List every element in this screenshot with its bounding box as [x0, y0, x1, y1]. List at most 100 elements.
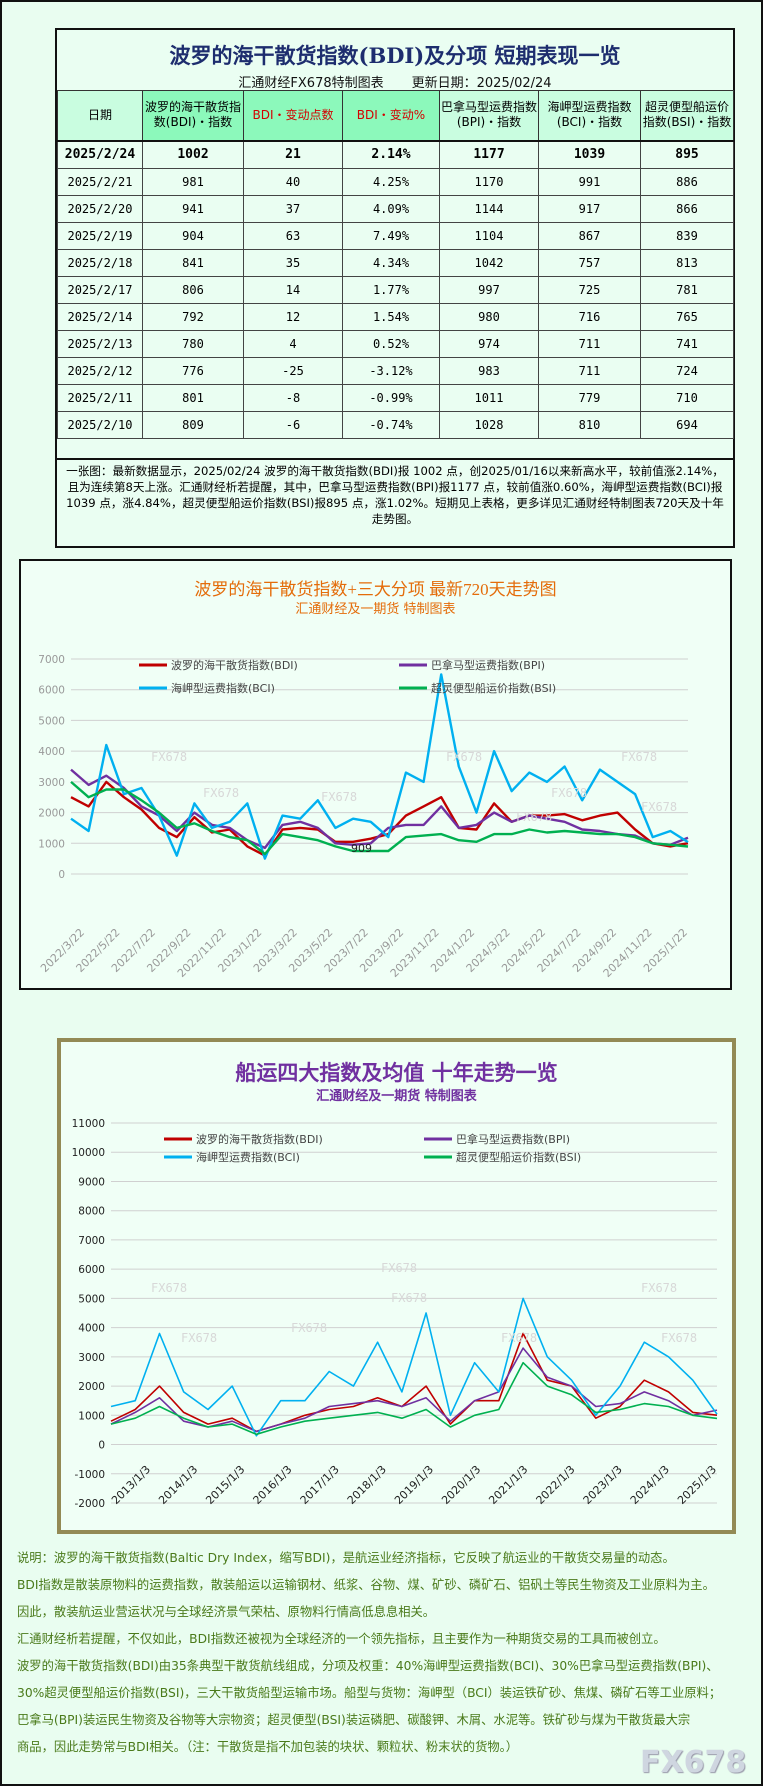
chart-title: 船运四大指数及均值 十年走势一览: [235, 1060, 557, 1085]
x-tick-label: 2018/1/3: [345, 1463, 389, 1507]
source-label: 汇通财经FX678特制图表: [238, 76, 384, 91]
table-cell: 711: [538, 330, 641, 358]
y-tick-label: 1000: [78, 1410, 105, 1422]
watermark: FX678: [181, 1331, 217, 1345]
table-cell: 895: [640, 140, 734, 169]
x-tick-label: 2019/1/3: [392, 1463, 436, 1507]
summary-note: 一张图：最新数据显示，2025/02/24 波罗的海干散货指数(BDI)报 10…: [57, 458, 733, 546]
y-tick-label: 1000: [38, 838, 65, 850]
y-tick-label: 7000: [78, 1235, 105, 1247]
table-row: 2025/2/21 981 40 4.25% 1170 991 886: [57, 168, 734, 196]
table-cell: 694: [640, 411, 734, 439]
chart-ten-year: 船运四大指数及均值 十年走势一览 汇通财经及一期货 特制图表 -2000 -1000 0…: [57, 1038, 736, 1534]
watermark: FX678: [391, 1291, 427, 1305]
index-table: 日期 波罗的海干散货指数(BDI)・指数 BDI・变动点数 BDI・变动% 巴拿…: [57, 90, 734, 439]
table-cell: 2025/2/10: [57, 411, 143, 439]
table-cell: 904: [142, 222, 244, 250]
fx678-logo: FX678: [640, 1745, 747, 1780]
table-cell: 839: [640, 222, 734, 250]
table-cell: 867: [538, 222, 641, 250]
header-bdi: 波罗的海干散货指数(BDI)・指数: [142, 90, 244, 142]
table-cell: 14: [243, 276, 343, 304]
legend-label: 波罗的海干散货指数(BDI): [196, 1132, 323, 1146]
legend-label: 波罗的海干散货指数(BDI): [171, 658, 298, 672]
y-tick-label: 2000: [38, 808, 65, 820]
watermark: FX678: [151, 750, 187, 764]
table-cell: 4.34%: [342, 249, 440, 277]
table-cell: 810: [538, 411, 641, 439]
table-header-row: 日期 波罗的海干散货指数(BDI)・指数 BDI・变动点数 BDI・变动% 巴拿…: [57, 90, 734, 142]
series-line-bsi: [70, 780, 689, 856]
table-row: 2025/2/24 1002 21 2.14% 1177 1039 895: [57, 140, 734, 169]
series-line-bpi: [110, 1347, 718, 1433]
y-tick-label: 0: [58, 869, 65, 881]
table-cell: -0.74%: [342, 411, 440, 439]
y-tick-label: 9000: [78, 1176, 105, 1188]
y-tick-label: 5000: [78, 1293, 105, 1305]
description-line: 30%超灵便型船运价指数(BSI)，三大干散货船型运输市场。船型与货物：海岬型（…: [17, 1686, 722, 1700]
table-cell: 1104: [439, 222, 539, 250]
header-date: 日期: [57, 90, 143, 142]
table-cell: -25: [243, 357, 343, 385]
table-cell: 2025/2/20: [57, 195, 143, 223]
table-cell: 2025/2/12: [57, 357, 143, 385]
table-row: 2025/2/13 780 4 0.52% 974 711 741: [57, 330, 734, 358]
y-tick-label: 7000: [38, 654, 65, 666]
description-line: 巴拿马(BPI)装运民生物资及谷物等大宗物资；超灵便型(BSI)装运磷肥、碳酸钾…: [17, 1713, 691, 1727]
watermark: FX678: [551, 786, 587, 800]
table-cell: 1028: [439, 411, 539, 439]
series-line-bsi: [110, 1361, 718, 1436]
y-tick-label: -1000: [74, 1469, 105, 1481]
y-tick-label: 4000: [78, 1323, 105, 1335]
table-cell: 886: [640, 168, 734, 196]
table-cell: 780: [142, 330, 244, 358]
header-bsi: 超灵便型船运价指数(BSI)・指数: [640, 90, 734, 142]
watermark: FX678: [621, 750, 657, 764]
y-tick-label: 6000: [78, 1264, 105, 1276]
table-cell: 781: [640, 276, 734, 304]
table-cell: 980: [439, 303, 539, 331]
table-cell: 37: [243, 195, 343, 223]
watermark: FX678: [151, 1281, 187, 1295]
table-cell: 2025/2/13: [57, 330, 143, 358]
table-cell: 2025/2/24: [57, 140, 143, 169]
table-cell: 2025/2/14: [57, 303, 143, 331]
table-cell: 765: [640, 303, 734, 331]
table-cell: 1144: [439, 195, 539, 223]
chart-subtitle: 汇通财经及一期货 特制图表: [316, 1088, 478, 1104]
annotation-label: 909: [351, 842, 372, 855]
watermark: FX678: [641, 1281, 677, 1295]
watermark: FX678: [501, 1331, 537, 1345]
header-bdi-change-pct: BDI・变动%: [342, 90, 440, 142]
table-cell: 2.14%: [342, 140, 440, 169]
series-line-bdi: [110, 1332, 718, 1433]
x-tick-label: 2017/1/3: [298, 1463, 342, 1507]
table-cell: -0.99%: [342, 384, 440, 412]
description-text: 说明：波罗的海干散货指数(Baltic Dry Index，缩写BDI)，是航运…: [17, 1545, 752, 1761]
table-cell: 4: [243, 330, 343, 358]
description-line: 因此，散装航运业营运状况与全球经济景气荣枯、原物料行情高低息息相关。: [17, 1605, 436, 1619]
table-row: 2025/2/12 776 -25 -3.12% 983 711 724: [57, 357, 734, 385]
legend-label: 海岬型运费指数(BCI): [196, 1150, 300, 1164]
legend-label: 超灵便型船运价指数(BSI): [431, 681, 556, 695]
table-cell: 792: [142, 303, 244, 331]
table-cell: -3.12%: [342, 357, 440, 385]
table-cell: 4.09%: [342, 195, 440, 223]
table-cell: 757: [538, 249, 641, 277]
x-tick-label: 2024/1/3: [628, 1463, 672, 1507]
description-line: 说明：波罗的海干散货指数(Baltic Dry Index，缩写BDI)，是航运…: [17, 1551, 675, 1565]
table-cell: 1011: [439, 384, 539, 412]
table-row: 2025/2/10 809 -6 -0.74% 1028 810 694: [57, 411, 734, 439]
table-cell: 4.25%: [342, 168, 440, 196]
table-cell: 21: [243, 140, 343, 169]
table-cell: 2025/2/18: [57, 249, 143, 277]
table-cell: 710: [640, 384, 734, 412]
table-cell: 809: [142, 411, 244, 439]
table-cell: 1.54%: [342, 303, 440, 331]
chart-title: 波罗的海干散货指数+三大分项 最新720天走势图: [194, 580, 556, 599]
x-tick-label: 2020/1/3: [439, 1463, 483, 1507]
y-tick-label: 3000: [38, 777, 65, 789]
table-row: 2025/2/19 904 63 7.49% 1104 867 839: [57, 222, 734, 250]
header-bpi: 巴拿马型运费指数(BPI)・指数: [439, 90, 539, 142]
series-line-bci: [70, 673, 689, 860]
